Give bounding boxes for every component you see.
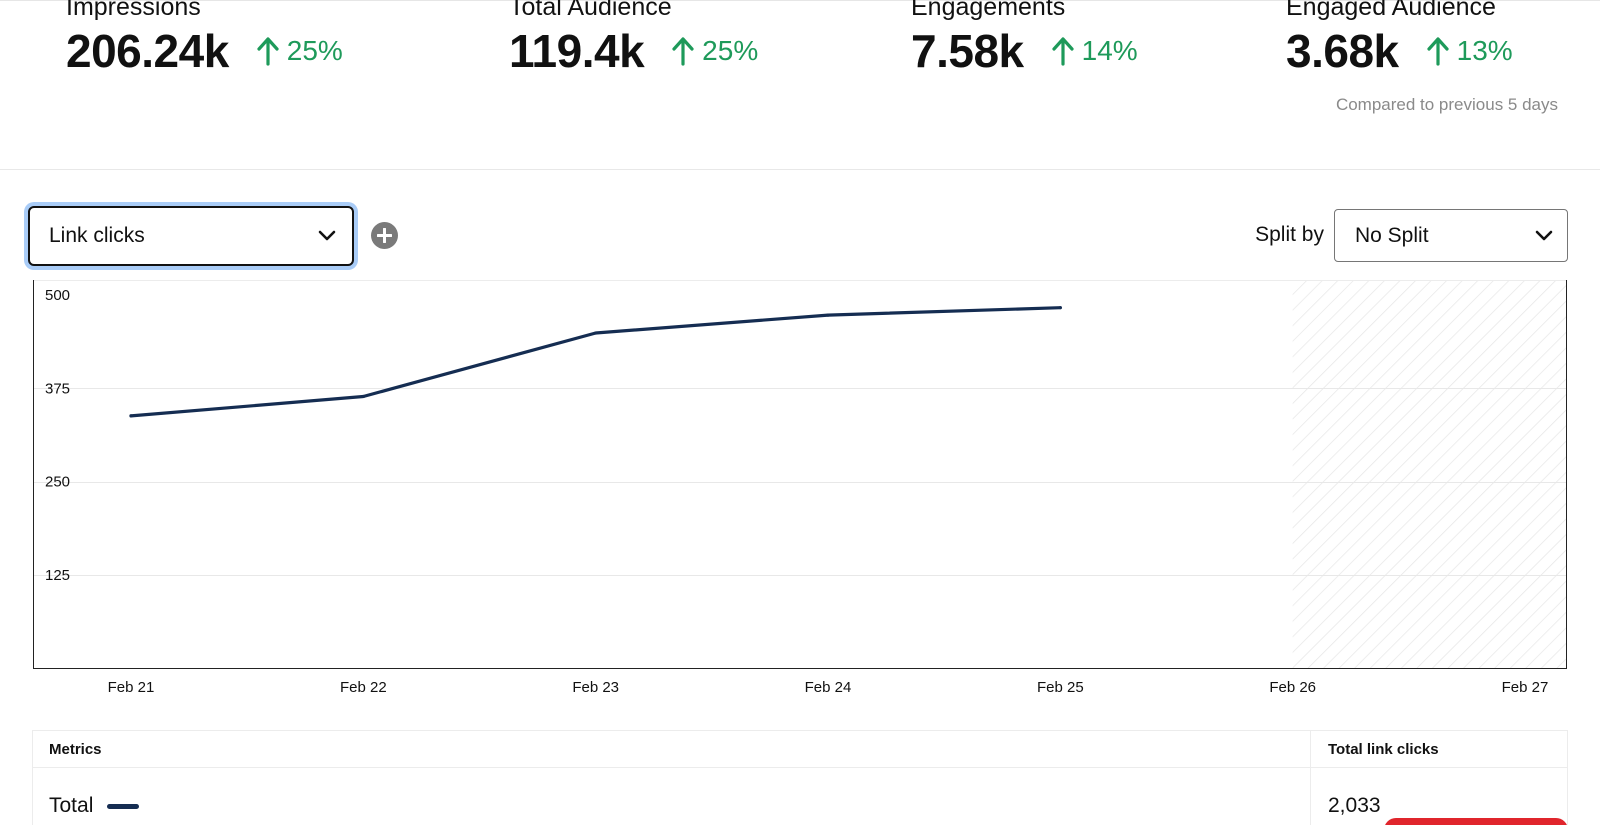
- chevron-down-icon: [1535, 230, 1553, 240]
- kpi-value: 206.24k: [66, 25, 229, 77]
- y-tick-label: 125: [45, 567, 70, 584]
- column-header-total-link-clicks: Total link clicks: [1328, 741, 1439, 758]
- split-select-value: No Split: [1355, 223, 1429, 247]
- metric-select-value: Link clicks: [49, 224, 145, 247]
- column-divider: [1310, 731, 1311, 825]
- arrow-up-icon: [1052, 37, 1074, 66]
- data-point: [826, 313, 830, 317]
- add-metric-button[interactable]: [371, 222, 398, 249]
- kpi-value: 119.4k: [509, 25, 645, 77]
- future-period-hatch: [1292, 280, 1566, 668]
- kpi-label: Engaged Audience: [1286, 0, 1496, 21]
- x-tick-label: Feb 23: [572, 679, 619, 696]
- kpi-delta-value: 25%: [286, 35, 343, 66]
- metrics-table: Metrics Total link clicks Total 2,033: [32, 730, 1568, 825]
- series-line-total: [129, 306, 1062, 418]
- metric-name: Total: [49, 794, 94, 817]
- x-tick-label: Feb 27: [1502, 679, 1549, 696]
- data-point: [594, 331, 598, 335]
- arrow-up-icon: [672, 37, 694, 66]
- kpi-total-audience: Total Audience 119.4k 25%: [509, 0, 758, 77]
- kpi-delta: 14%: [1052, 35, 1138, 67]
- y-tick-label: 250: [45, 474, 70, 491]
- kpi-label: Total Audience: [509, 0, 672, 21]
- arrow-up-icon: [257, 37, 279, 66]
- split-by-label: Split by: [1255, 223, 1324, 246]
- kpi-delta-value: 14%: [1081, 35, 1138, 66]
- top-divider: [0, 0, 1600, 1]
- kpi-delta-value: 25%: [702, 35, 759, 66]
- kpi-value: 3.68k: [1286, 25, 1399, 77]
- arrow-up-icon: [1427, 37, 1449, 66]
- split-by-dropdown[interactable]: No Split: [1334, 209, 1568, 262]
- kpi-delta: 25%: [257, 35, 343, 67]
- table-row: Total: [49, 794, 140, 818]
- x-tick-label: Feb 22: [340, 679, 387, 696]
- kpi-engaged-audience: Engaged Audience 3.68k 13%: [1286, 0, 1513, 77]
- column-header-metrics: Metrics: [49, 741, 102, 758]
- kpi-value: 7.58k: [911, 25, 1024, 77]
- data-point: [1058, 306, 1062, 310]
- metric-select-dropdown[interactable]: Link clicks: [28, 206, 354, 266]
- y-tick-label: 500: [45, 287, 70, 304]
- kpi-label: Impressions: [66, 0, 201, 21]
- chevron-down-icon: [318, 230, 336, 241]
- kpi-engagements: Engagements 7.58k 14%: [911, 0, 1138, 77]
- red-action-button[interactable]: [1384, 818, 1568, 825]
- plus-circle-icon: [377, 228, 392, 243]
- kpi-delta: 25%: [672, 35, 758, 67]
- x-tick-label: Feb 25: [1037, 679, 1084, 696]
- data-point: [361, 394, 365, 399]
- x-tick-label: Feb 24: [805, 679, 852, 696]
- kpi-impressions: Impressions 206.24k 25%: [66, 0, 343, 77]
- x-tick-label: Feb 26: [1269, 679, 1316, 696]
- section-divider: [0, 169, 1600, 170]
- x-tick-label: Feb 21: [108, 679, 155, 696]
- data-point: [129, 414, 133, 418]
- y-tick-label: 375: [45, 380, 70, 397]
- kpi-delta: 13%: [1427, 35, 1513, 67]
- table-header-row: [33, 731, 1567, 768]
- kpi-label: Engagements: [911, 0, 1066, 21]
- link-clicks-line-chart: 125 250 375 500 Feb 21 Feb 22 Feb 23 Feb 24 Feb…: [33, 280, 1567, 696]
- metric-value: 2,033: [1328, 794, 1381, 817]
- comparison-note: Compared to previous 5 days: [1335, 95, 1558, 114]
- series-swatch: [107, 803, 140, 809]
- kpi-delta-value: 13%: [1456, 35, 1513, 66]
